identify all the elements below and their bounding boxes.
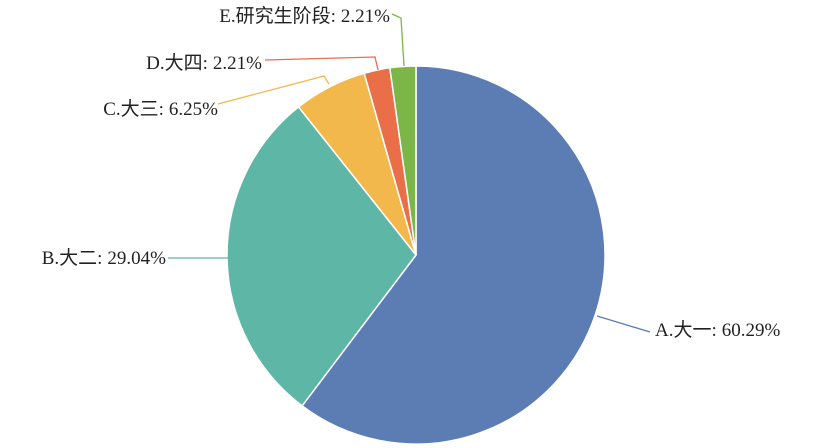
value-label: 6.25% (169, 99, 218, 120)
category-label: E.研究生阶段: (219, 5, 336, 27)
pie-slice (301, 65, 606, 445)
value-label: 2.21% (213, 53, 262, 74)
leader-line (596, 315, 651, 333)
category-label: D.大四: (146, 52, 208, 74)
slice-label: C.大三: 6.25% (103, 98, 218, 120)
value-label: 60.29% (722, 320, 781, 341)
leader-line (264, 56, 379, 71)
value-label: 29.04% (107, 248, 166, 269)
category-label: A.大一: (655, 319, 717, 341)
category-label: C.大三: (103, 98, 164, 120)
leader-line (217, 75, 330, 105)
slice-label: A.大一: 60.29% (655, 319, 781, 341)
pie-slice (226, 105, 417, 407)
pie-slice (388, 65, 417, 256)
value-label: 2.21% (341, 6, 390, 27)
slice-label: B.大二: 29.04% (42, 247, 166, 269)
category-label: B.大二: (42, 247, 103, 269)
leader-line (391, 13, 405, 67)
slice-label: D.大四: 2.21% (146, 52, 262, 74)
slice-label: E.研究生阶段: 2.21% (219, 5, 390, 27)
